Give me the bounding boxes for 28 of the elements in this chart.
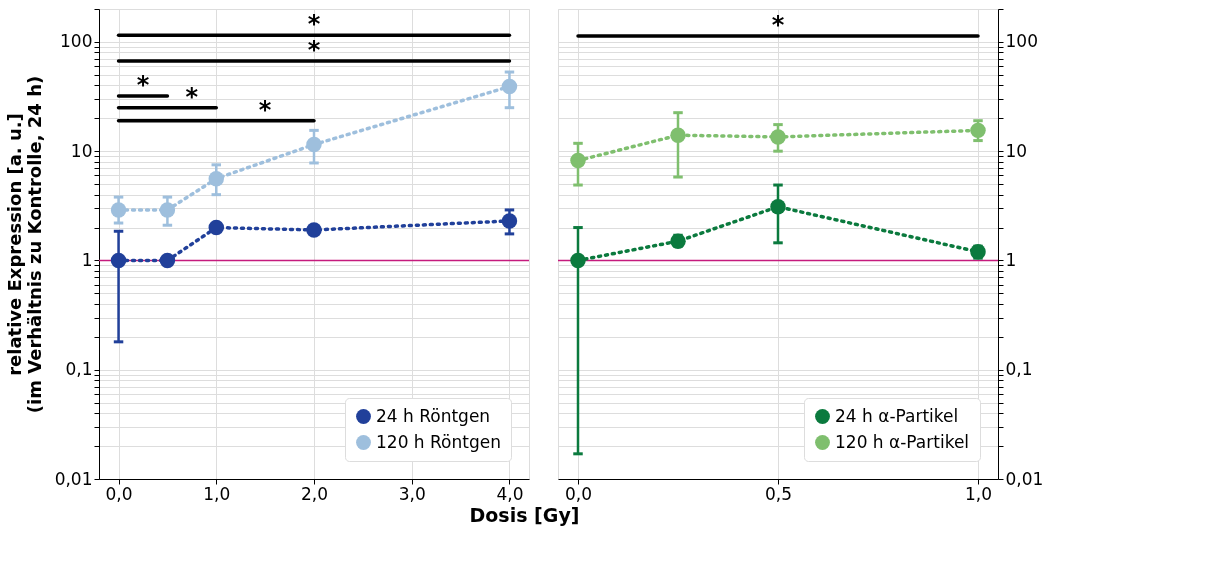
y-tick-label: 0,1	[65, 359, 93, 380]
y-tick-label: 0,1	[1005, 359, 1033, 380]
x-tick-label: 1,0	[203, 483, 231, 504]
y-axis-title: relative Expression [a. u.] (im Verhältnis zu Kontrolle, 24 h)	[3, 75, 45, 414]
legend-label: 120 h α-Partikel	[835, 431, 970, 452]
legend-label: 24 h Röntgen	[376, 405, 491, 426]
x-axis-title: Dosis [Gy]	[469, 503, 580, 526]
x-tick-label: 1,0	[964, 483, 993, 504]
legend-label: 24 h α-Partikel	[835, 405, 959, 426]
x-tick-label: 4,0	[496, 483, 524, 504]
x-tick-label: 0,0	[105, 483, 133, 504]
annotation: *	[258, 95, 272, 124]
y-tick-label: 100	[1005, 31, 1038, 52]
annotation: *	[136, 70, 150, 99]
y-tick-label: 1	[81, 249, 93, 270]
x-tick-label: 0,0	[564, 483, 593, 504]
y-tick-label: 0,01	[54, 468, 93, 489]
legend-label: 120 h Röntgen	[376, 431, 501, 452]
y-tick-label: 1	[1005, 249, 1017, 270]
x-tick-label: 3,0	[398, 483, 426, 504]
x-tick-label: 2,0	[300, 483, 329, 504]
annotation: *	[185, 82, 199, 111]
x-tick-label: 0,5	[764, 483, 793, 504]
annotation: *	[771, 11, 785, 40]
y-tick-label: 10	[70, 140, 93, 161]
y-tick-label: 100	[60, 31, 93, 52]
y-tick-label: 10	[1005, 140, 1028, 161]
y-tick-label: 0,01	[1005, 468, 1044, 489]
